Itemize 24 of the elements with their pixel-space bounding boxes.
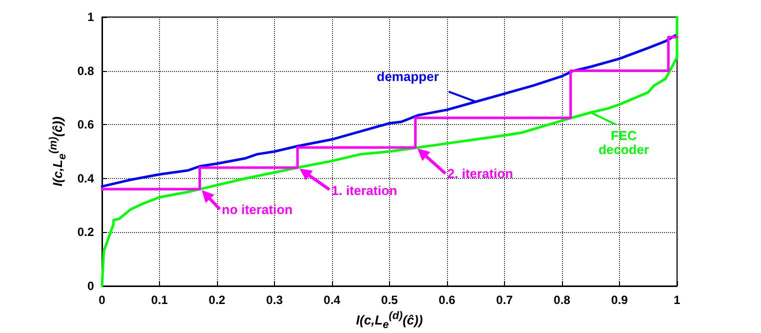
annotation: no iteration <box>222 202 293 218</box>
x-tick-label: 0.3 <box>266 293 284 307</box>
text: demapper <box>376 68 439 84</box>
y-tick-label: 0.2 <box>77 225 94 240</box>
annotation: 1. iteration <box>332 182 398 198</box>
x-tick-label: 0.1 <box>151 293 168 307</box>
x-tick-label: 0.5 <box>381 293 398 307</box>
x-tick-label: 0.2 <box>208 293 226 307</box>
y-tick-label: 0.8 <box>77 64 94 78</box>
legend-label: FEC decoder <box>597 128 650 158</box>
x-tick-label: 0.6 <box>438 293 456 307</box>
y-tick-label: 0 <box>87 279 94 293</box>
y-tick-label: 0.6 <box>77 118 94 132</box>
annotation: 2. iteration <box>447 166 514 182</box>
x-axis-title: I(c,L$_{e}$$^{(d)}$(ĉ)) <box>356 310 423 331</box>
y-tick-label: 1 <box>87 10 94 24</box>
x-tick-label: 0.4 <box>324 293 341 307</box>
x-tick-label: 1 <box>674 293 681 307</box>
x-tick-label: 0.9 <box>611 293 628 307</box>
x-tick-label: 0.7 <box>496 293 514 307</box>
y-tick-label: 0.4 <box>77 171 94 186</box>
x-tick-label: 0 <box>98 293 106 307</box>
x-tick-label: 0.8 <box>554 293 571 307</box>
line-series <box>100 16 678 288</box>
